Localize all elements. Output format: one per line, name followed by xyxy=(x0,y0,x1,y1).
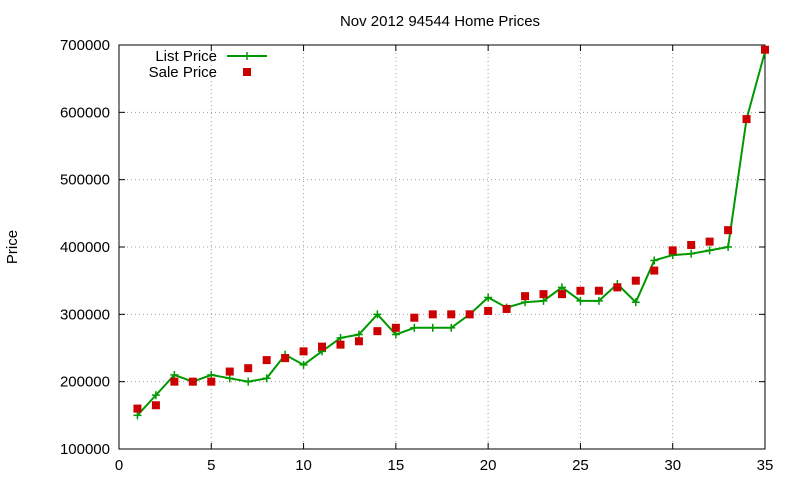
sale-price-point xyxy=(668,246,677,255)
sale-price-point xyxy=(724,226,733,235)
list-price-point xyxy=(299,360,308,369)
sale-price-point xyxy=(705,237,714,246)
sale-price-point xyxy=(576,286,585,295)
sale-price-point xyxy=(373,327,382,336)
y-tick-label: 300000 xyxy=(60,306,110,323)
list-price-point xyxy=(336,333,345,342)
y-tick-label: 200000 xyxy=(60,374,110,391)
list-price-point xyxy=(354,330,363,339)
sale-price-point xyxy=(188,377,197,386)
list-price-point xyxy=(262,374,271,383)
list-price-point xyxy=(484,293,493,302)
sale-price-point xyxy=(631,276,640,285)
list-price-point xyxy=(687,249,696,258)
sale-price-point xyxy=(391,323,400,332)
x-tick-label: 35 xyxy=(757,457,774,474)
sale-price-point xyxy=(428,310,437,319)
sale-price-point xyxy=(484,306,493,315)
list-price-point xyxy=(447,323,456,332)
legend-cross-sample xyxy=(243,52,251,60)
sale-price-point xyxy=(465,310,474,319)
list-price-point xyxy=(410,323,419,332)
sale-price-point xyxy=(447,310,456,319)
y-axis-label: Price xyxy=(4,230,21,264)
sale-price-point xyxy=(207,377,216,386)
x-tick-label: 10 xyxy=(295,457,312,474)
sale-price-point xyxy=(410,313,419,322)
sale-price-point xyxy=(521,292,530,301)
sale-price-point xyxy=(557,290,566,299)
chart-title: Nov 2012 94544 Home Prices xyxy=(340,13,540,30)
sale-price-point xyxy=(225,367,234,376)
sale-price-point xyxy=(650,266,659,275)
list-price-point xyxy=(225,374,234,383)
list-price-line xyxy=(136,51,766,417)
list-price-point xyxy=(650,256,659,265)
list-price-point xyxy=(724,243,733,251)
grid xyxy=(119,45,765,449)
sale-price-point xyxy=(262,356,271,365)
x-tick-label: 30 xyxy=(664,457,681,474)
sale-price-point xyxy=(761,45,769,54)
list-price-point xyxy=(391,330,400,339)
x-tick-label: 15 xyxy=(388,457,405,474)
list-price-point xyxy=(539,296,548,305)
legend-label: List Price xyxy=(155,48,217,65)
list-price-point xyxy=(428,323,437,332)
sale-price-point xyxy=(687,240,696,249)
list-price-point xyxy=(631,298,640,307)
sale-price-point xyxy=(281,354,290,363)
sale-price-point xyxy=(613,283,622,292)
list-price-point xyxy=(151,391,160,400)
list-price-point xyxy=(133,411,142,420)
legend-label: Sale Price xyxy=(149,64,217,81)
list-price-point xyxy=(557,283,566,292)
x-tick-label: 20 xyxy=(480,457,497,474)
sale-price-point xyxy=(502,304,511,313)
list-price-point xyxy=(373,310,382,319)
sale-price-point xyxy=(594,286,603,295)
legend-square-sample xyxy=(243,68,251,76)
sale-price-point xyxy=(244,364,253,373)
sale-price-point xyxy=(742,115,751,124)
sale-price-point xyxy=(539,290,548,299)
y-tick-label: 500000 xyxy=(60,172,110,189)
list-price-point xyxy=(170,370,179,379)
list-price-point xyxy=(576,296,585,305)
list-price-point xyxy=(594,296,603,305)
y-tick-label: 100000 xyxy=(60,441,110,458)
list-price-point xyxy=(244,377,253,386)
x-tick-label: 0 xyxy=(115,457,123,474)
list-price-point xyxy=(705,246,714,255)
sale-price-point xyxy=(151,401,160,410)
y-tick-label: 600000 xyxy=(60,104,110,121)
y-tick-label: 400000 xyxy=(60,239,110,256)
list-price-point xyxy=(207,370,216,379)
series xyxy=(133,45,769,420)
sale-price-point xyxy=(170,377,179,386)
x-tick-label: 5 xyxy=(207,457,215,474)
sale-price-point xyxy=(133,404,142,413)
sale-price-point xyxy=(299,347,308,356)
x-tick-label: 25 xyxy=(572,457,589,474)
y-tick-label: 700000 xyxy=(60,37,110,54)
sale-price-point xyxy=(354,337,363,346)
sale-price-point xyxy=(318,342,327,351)
sale-price-point xyxy=(336,340,345,349)
axes: 0 5 10 15 20 25 30 35 100000 200000 300000 400000 50… xyxy=(60,37,773,474)
